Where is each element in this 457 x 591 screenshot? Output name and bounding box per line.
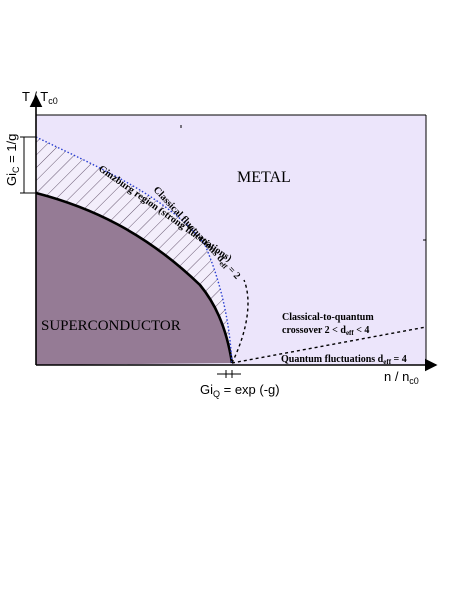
y-axis-label: T / Tc0 [22, 89, 58, 106]
ginzburg-region [36, 137, 232, 365]
quantum-crossover-line [231, 326, 427, 364]
superconducting-boundary [35, 191, 234, 364]
x-axis-label: n / nc0 [384, 369, 419, 386]
crossover-label-line1: Classical-to-quantum [282, 312, 374, 323]
metal-label: METAL [237, 169, 291, 186]
gic-label: GiC = 1/g [4, 134, 21, 186]
superconductor-label: SUPERCONDUCTOR [41, 318, 181, 334]
crossover-label-line2: crossover 2 < deff < 4 [282, 325, 369, 337]
classical-boundary [35, 136, 233, 366]
classical-fluctuation-curve [231, 279, 249, 364]
quantum-fluctuations-label: Quantum fluctuations deff = 4 [281, 354, 407, 366]
superconductor-region [36, 193, 232, 365]
giq-label: GiQ = exp (-g) [200, 382, 280, 399]
